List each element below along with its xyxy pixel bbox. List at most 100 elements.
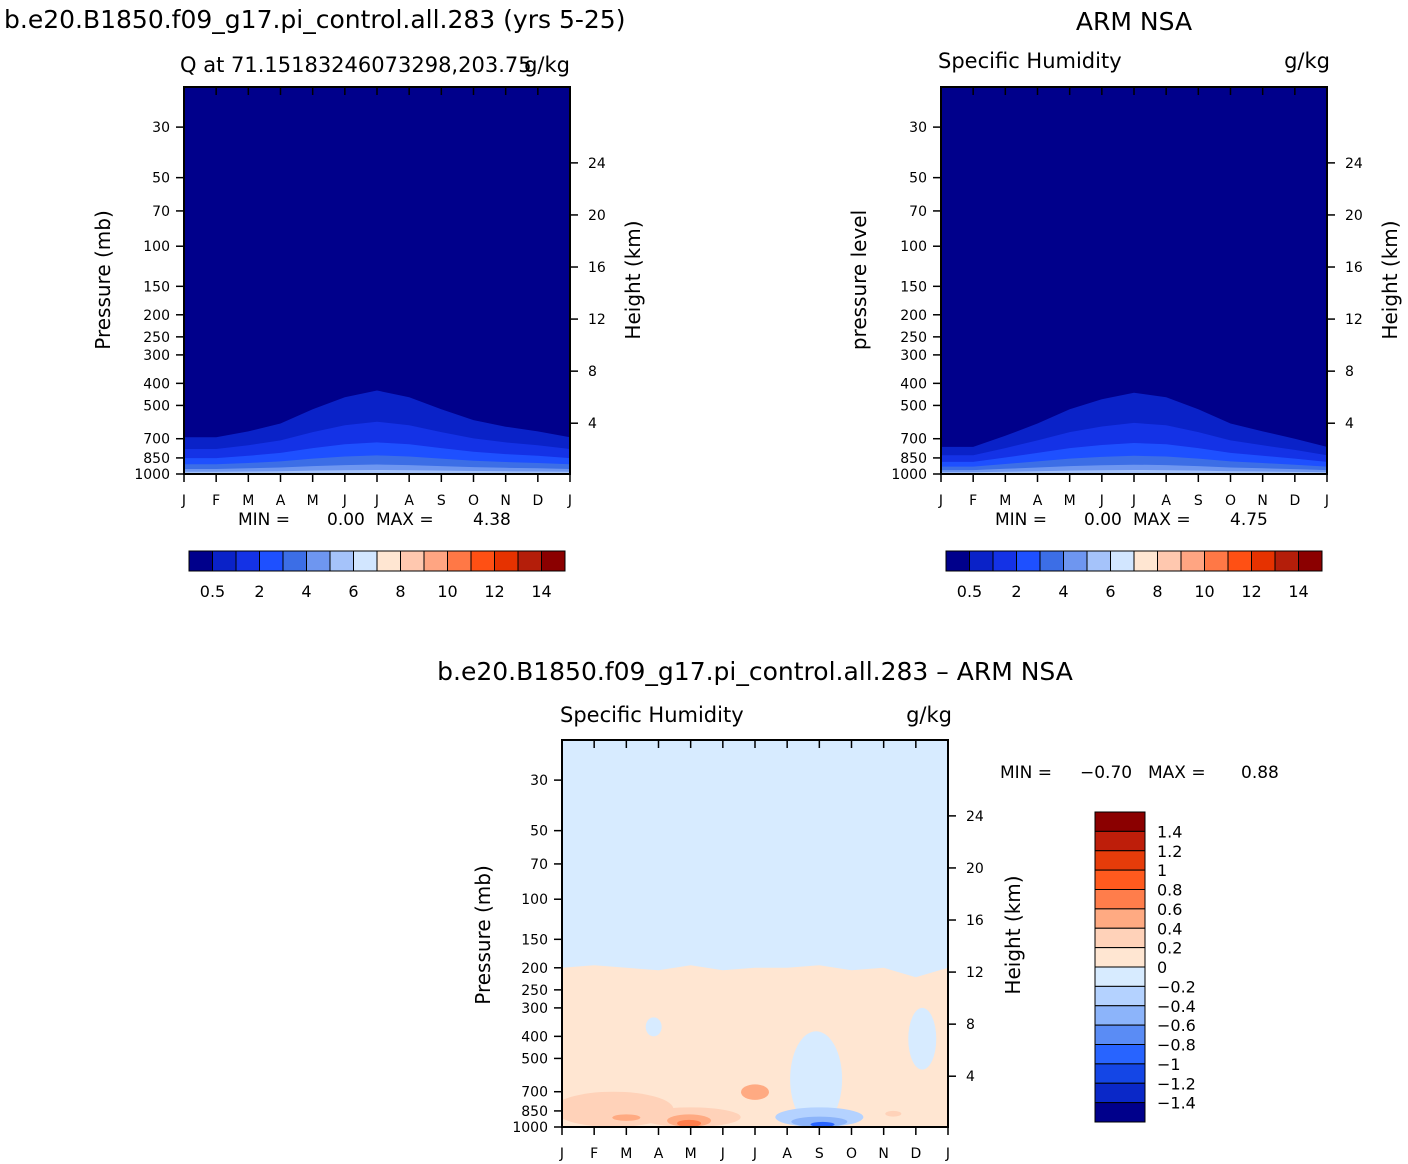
y-tick-label: 400 [521, 1029, 548, 1045]
neg-blob-mar [645, 1017, 662, 1037]
y-tick-label: 850 [521, 1104, 548, 1120]
y-tick-label: 1000 [134, 467, 170, 483]
y-tick-label: 50 [909, 171, 927, 187]
obs-max-label: MAX = [1133, 510, 1191, 530]
colorbar-swatch [1274, 550, 1299, 572]
x-tick-label: J [567, 493, 572, 509]
height-tick-label: 20 [1345, 208, 1363, 224]
colorbar-swatch [1094, 811, 1146, 832]
colorbar-swatch [1094, 850, 1146, 871]
colorbar-label: 4 [301, 582, 311, 601]
x-tick-label: J [938, 493, 943, 509]
colorbar-swatch [1094, 927, 1146, 949]
neg-blob-sep [790, 1031, 843, 1127]
colorbar-label: 2 [1011, 582, 1021, 601]
x-tick-label: S [437, 493, 446, 509]
y-tick-label: 300 [521, 1001, 548, 1017]
colorbar-label: −0.8 [1157, 1036, 1196, 1055]
y-tick-label: 150 [900, 279, 927, 295]
colorbar-swatch [1016, 550, 1041, 572]
pos-blob-jun [741, 1084, 769, 1100]
x-tick-label: M [999, 493, 1011, 509]
y-tick-label: 400 [900, 376, 927, 392]
x-tick-label: M [307, 493, 319, 509]
y-tick-label: 200 [521, 961, 548, 977]
model-panel: Q at 71.15183246073298,203.75 g/kg 30 50 7… [91, 53, 645, 601]
y-tick-label: 30 [152, 120, 170, 136]
model-y-label-right: Height (km) [621, 220, 645, 339]
colorbar-swatch [1133, 550, 1158, 572]
colorbar-label: 0 [1157, 958, 1167, 977]
x-tick-label: M [685, 1146, 697, 1162]
bottom-figure-title: b.e20.B1850.f09_g17.pi_control.all.283 –… [437, 657, 1073, 686]
colorbar-label: 4 [1058, 582, 1068, 601]
colorbar-swatch [188, 550, 213, 572]
obs-max-value: 4.75 [1230, 510, 1268, 530]
x-tick-label: N [1257, 493, 1267, 509]
obs-panel: Specific Humidity g/kg 30507010015020025… [847, 49, 1402, 601]
height-tick-label: 4 [966, 1069, 975, 1085]
y-tick-label: 250 [521, 983, 548, 999]
x-tick-label: A [404, 493, 414, 509]
x-tick-label: J [945, 1146, 950, 1162]
colorbar-swatch [353, 550, 378, 572]
colorbar-label: −1 [1157, 1055, 1181, 1074]
colorbar-swatch [212, 550, 237, 572]
colorbar-label: 2 [254, 582, 264, 601]
x-tick-label: D [910, 1146, 921, 1162]
colorbar-swatch [1110, 550, 1135, 572]
x-tick-label: A [276, 493, 286, 509]
colorbar-swatch [329, 550, 354, 572]
diff-y-label-right: Height (km) [1001, 875, 1025, 994]
pos-blob-mar [612, 1114, 641, 1121]
y-tick-label: 150 [143, 279, 170, 295]
obs-y-label-right: Height (km) [1378, 220, 1402, 339]
x-tick-label: J [1131, 493, 1136, 509]
y-tick-label: 250 [143, 330, 170, 346]
y-tick-label: 70 [909, 204, 927, 220]
y-tick-label: 700 [521, 1085, 548, 1101]
colorbar-swatch [1094, 1082, 1146, 1104]
colorbar-swatch [306, 550, 331, 572]
model-max-value: 4.38 [473, 510, 511, 530]
colorbar-swatch [282, 550, 307, 572]
colorbar-label: 6 [348, 582, 358, 601]
x-tick-label: M [1064, 493, 1076, 509]
y-tick-label: 50 [152, 171, 170, 187]
height-tick-label: 12 [588, 312, 606, 328]
colorbar-swatch [945, 550, 970, 572]
model-min-label: MIN = [238, 510, 290, 530]
colorbar-label: −1.4 [1157, 1094, 1196, 1113]
x-tick-label: M [620, 1146, 632, 1162]
obs-min-label: MIN = [995, 510, 1047, 530]
x-tick-label: S [815, 1146, 824, 1162]
colorbar-label: 14 [531, 582, 551, 601]
x-tick-label: M [242, 493, 254, 509]
neg-blob-dec [908, 1007, 937, 1070]
y-tick-label: 300 [900, 348, 927, 364]
colorbar-swatch [235, 550, 260, 572]
colorbar-swatch [1094, 1063, 1146, 1084]
colorbar-swatch [400, 550, 425, 572]
diff-min-label: MIN = [1000, 763, 1052, 783]
colorbar-label: −0.6 [1157, 1016, 1196, 1035]
colorbar-swatch [1094, 908, 1146, 929]
height-tick-label: 12 [1345, 312, 1363, 328]
colorbar-label: 14 [1288, 582, 1308, 601]
colorbar-label: 0.2 [1157, 939, 1182, 958]
y-tick-label: 500 [143, 398, 170, 414]
colorbar-swatch [992, 550, 1017, 572]
x-tick-label: D [1289, 493, 1300, 509]
model-y-label: Pressure (mb) [91, 210, 115, 350]
colorbar-label: 0.5 [957, 582, 982, 601]
x-tick-label: J [342, 493, 347, 509]
height-tick-label: 8 [1345, 364, 1354, 380]
colorbar-swatch [1094, 1102, 1146, 1123]
x-tick-label: J [374, 493, 379, 509]
diff-max-label: MAX = [1148, 763, 1206, 783]
obs-panel-units: g/kg [1284, 49, 1330, 73]
x-tick-label: J [1324, 493, 1329, 509]
colorbar-swatch [1039, 550, 1064, 572]
